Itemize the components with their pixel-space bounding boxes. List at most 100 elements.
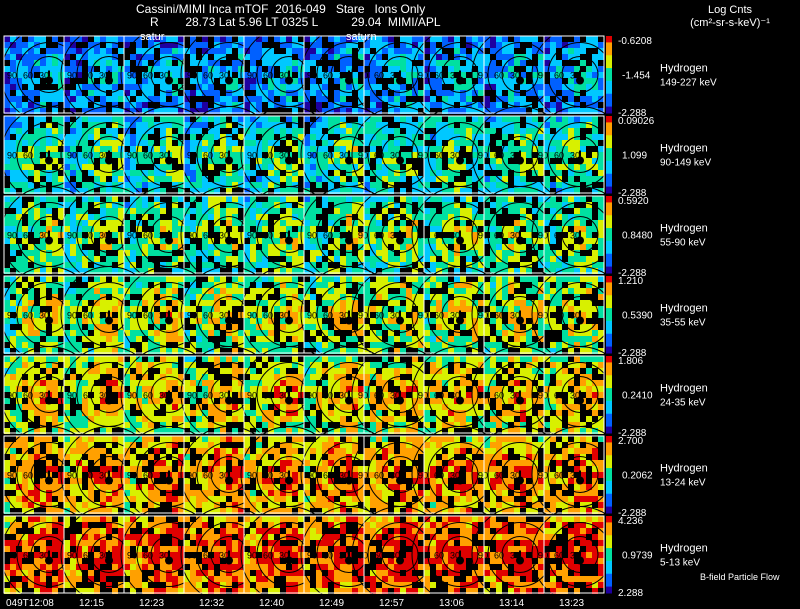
pixel-cell <box>358 318 364 324</box>
pixel-cell <box>118 214 124 220</box>
pixel-cell <box>214 182 220 188</box>
pixel-cell <box>430 220 436 226</box>
saturn-marker <box>456 156 464 165</box>
pixel-cell <box>436 60 442 66</box>
pixel-cell <box>106 220 112 226</box>
pixel-cell <box>310 300 316 306</box>
pixel-cell <box>322 78 328 84</box>
pixel-cell <box>178 54 184 60</box>
pixel-cell <box>70 202 76 208</box>
pixel-cell <box>304 268 310 274</box>
pixel-cell <box>244 140 250 146</box>
pixel-cell <box>34 158 40 164</box>
pixel-cell <box>148 380 154 386</box>
pixel-cell <box>16 170 22 176</box>
pixel-cell <box>268 66 274 72</box>
pixel-cell <box>82 380 88 386</box>
contour-label: 60 <box>83 71 93 81</box>
pixel-cell <box>220 122 226 128</box>
pixel-cell <box>268 54 274 60</box>
pixel-cell <box>334 176 340 182</box>
pixel-cell <box>310 176 316 182</box>
pixel-cell <box>346 324 352 330</box>
pixel-cell <box>178 60 184 66</box>
pixel-cell <box>136 318 142 324</box>
pixel-cell <box>334 250 340 256</box>
pixel-cell <box>352 42 358 48</box>
pixel-cell <box>454 312 460 318</box>
pixel-cell <box>172 300 178 306</box>
saturn-marker <box>396 236 404 245</box>
pixel-cell <box>418 214 424 220</box>
pixel-cell <box>550 72 556 78</box>
pixel-cell <box>358 128 364 134</box>
pixel-cell <box>550 182 556 188</box>
pixel-cell <box>154 214 160 220</box>
pixel-cell <box>424 152 430 158</box>
saturn-marker <box>516 316 524 325</box>
pixel-cell <box>304 324 310 330</box>
pixel-cell <box>400 250 406 256</box>
pixel-cell <box>118 276 124 282</box>
pixel-cell <box>22 232 28 238</box>
pixel-cell <box>406 238 412 244</box>
pixel-cell <box>100 422 106 428</box>
pixel-cell <box>364 134 370 140</box>
pixel-cell <box>496 42 502 48</box>
pixel-cell <box>286 84 292 90</box>
pixel-cell <box>298 134 304 140</box>
pixel-cell <box>334 102 340 108</box>
pixel-cell <box>376 214 382 220</box>
pixel-cell <box>364 72 370 78</box>
pixel-cell <box>580 336 586 342</box>
pixel-cell <box>82 196 88 202</box>
pixel-cell <box>16 78 22 84</box>
pixel-cell <box>298 128 304 134</box>
pixel-cell <box>184 404 190 410</box>
pixel-cell <box>388 312 394 318</box>
pixel-cell <box>28 102 34 108</box>
pixel-cell <box>196 416 202 422</box>
pixel-cell <box>400 312 406 318</box>
pixel-cell <box>124 404 130 410</box>
pixel-cell <box>82 256 88 262</box>
pixel-cell <box>592 226 598 232</box>
pixel-cell <box>100 262 106 268</box>
pixel-cell <box>298 336 304 342</box>
pixel-cell <box>424 134 430 140</box>
pixel-cell <box>184 182 190 188</box>
pixel-cell <box>178 410 184 416</box>
pixel-cell <box>34 60 40 66</box>
pixel-cell <box>370 96 376 102</box>
pixel-cell <box>310 60 316 66</box>
pixel-cell <box>4 102 10 108</box>
pixel-cell <box>364 324 370 330</box>
pixel-cell <box>358 116 364 122</box>
pixel-cell <box>28 244 34 250</box>
pixel-cell <box>88 256 94 262</box>
pixel-cell <box>244 170 250 176</box>
pixel-cell <box>556 324 562 330</box>
pixel-cell <box>112 96 118 102</box>
pixel-cell <box>118 348 124 354</box>
pixel-cell <box>598 262 604 268</box>
pixel-cell <box>370 78 376 84</box>
pixel-cell <box>544 42 550 48</box>
pixel-cell <box>100 330 106 336</box>
pixel-cell <box>148 84 154 90</box>
energy-label: 55-90 keV <box>660 238 706 249</box>
pixel-cell <box>16 410 22 416</box>
pixel-cell <box>148 262 154 268</box>
pixel-cell <box>22 368 28 374</box>
pixel-cell <box>436 140 442 146</box>
pixel-cell <box>406 140 412 146</box>
pixel-cell <box>172 348 178 354</box>
contour-label: 90 <box>307 71 317 81</box>
pixel-cell <box>586 244 592 250</box>
pixel-cell <box>538 282 544 288</box>
pixel-cell <box>148 288 154 294</box>
pixel-cell <box>484 226 490 232</box>
pixel-cell <box>352 188 358 194</box>
pixel-cell <box>562 330 568 336</box>
pixel-cell <box>262 244 268 250</box>
